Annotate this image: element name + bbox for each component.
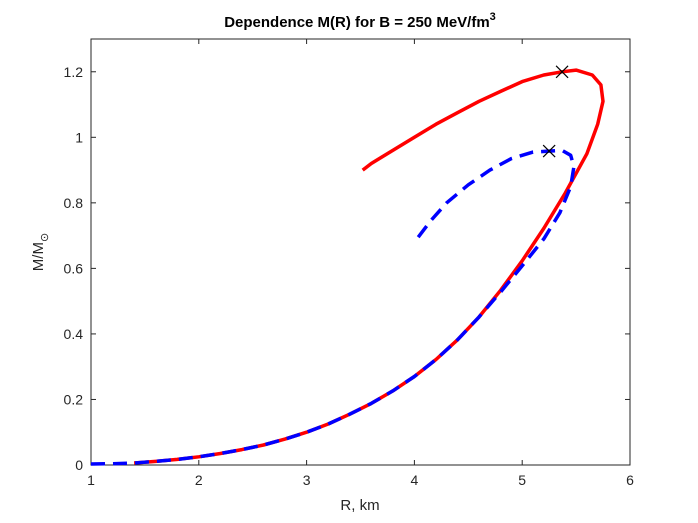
- y-axis-label-subscript: ⊙: [39, 233, 51, 242]
- x-marker: [542, 144, 556, 158]
- tick-labels: 1 2 3 4 5 6 0 0.2 0.4 0.6 0.8 1 1.2: [64, 64, 635, 488]
- y-axis-label: M/M⊙: [30, 233, 51, 271]
- x-tick-label: 2: [195, 472, 203, 488]
- y-tick-label: 1.2: [64, 64, 84, 80]
- y-tick-label: 0.6: [64, 260, 84, 276]
- y-tick-label: 0: [75, 457, 83, 473]
- chart-title-superscript: 3: [490, 11, 496, 23]
- x-axis-label: R, km: [340, 497, 379, 514]
- chart-title-main: Dependence M(R) for B = 250 MeV/fm: [224, 14, 489, 31]
- axis-ticks: [90, 39, 631, 466]
- data-markers: [542, 65, 569, 158]
- x-tick-label: 4: [411, 472, 419, 488]
- x-tick-label: 5: [518, 472, 526, 488]
- chart-title: Dependence M(R) for B = 250 MeV/fm3: [224, 11, 496, 31]
- y-tick-label: 1: [75, 129, 83, 145]
- x-marker: [555, 65, 569, 79]
- y-tick-label: 0.4: [64, 326, 84, 342]
- x-tick-label: 3: [303, 472, 311, 488]
- plot-area: [90, 38, 631, 466]
- x-tick-label: 6: [626, 472, 634, 488]
- series-line-blue-dashed: [90, 148, 576, 466]
- y-tick-label: 0.2: [64, 391, 84, 407]
- svg-text:M/M⊙: M/M⊙: [30, 233, 51, 271]
- y-tick-label: 0.8: [64, 195, 84, 211]
- y-axis-label-base: M/M: [30, 242, 47, 271]
- x-tick-label: 1: [87, 472, 95, 488]
- data-series: [90, 68, 605, 466]
